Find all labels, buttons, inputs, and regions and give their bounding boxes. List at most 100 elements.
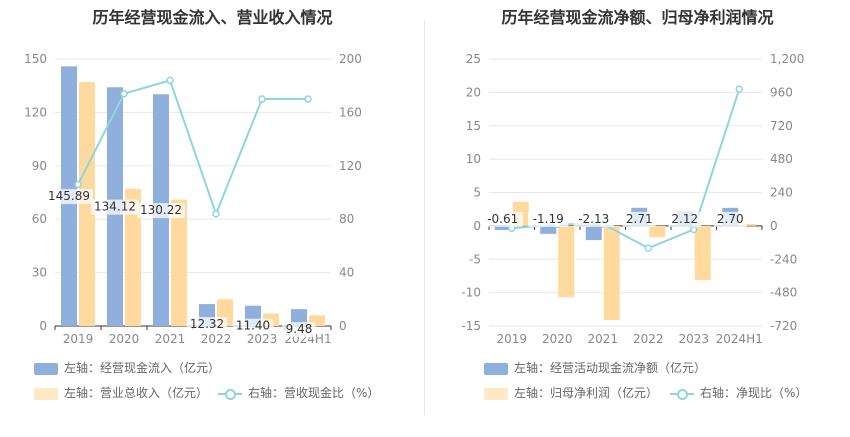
data-label-bg	[573, 211, 614, 227]
x-tick-label: 2022	[633, 332, 664, 346]
legend-label: 左轴：归母净利润（亿元）	[514, 386, 659, 400]
chart-panel-netcash-profit: 历年经营现金流净额、归母净利润情况 -15 -10 -5 0 5 10 15 20 25 -720…	[425, 0, 850, 437]
legend-swatch	[670, 388, 694, 400]
x-tick-label: 2021	[155, 332, 186, 346]
bar-secondary	[125, 188, 141, 326]
x-tick-label: 2020	[109, 332, 140, 346]
legend-label: 左轴：营业总收入（亿元）	[64, 386, 209, 400]
y-right-tick-label: 0	[770, 219, 778, 233]
data-label-bg	[91, 199, 139, 215]
data-label: -0.61	[487, 212, 518, 226]
x-tick-label: 2024H1	[716, 332, 763, 346]
y-right-tick-label: -240	[770, 252, 797, 266]
data-label-bg	[622, 211, 656, 227]
y-right-tick-label: 960	[770, 85, 793, 99]
y-left-tick-label: -5	[469, 252, 481, 266]
legend-item-ratio[interactable]: 右轴：营收现金比（%）	[218, 384, 379, 401]
y-left-tick-label: 60	[32, 212, 47, 226]
data-label-bg	[232, 318, 274, 334]
legend-item-profit[interactable]: 左轴：归母净利润（亿元）	[484, 384, 658, 401]
data-label-bg	[137, 203, 185, 219]
data-label-bg	[668, 211, 702, 227]
y-left-tick-label: 30	[32, 266, 47, 280]
data-label: 134.12	[94, 200, 136, 214]
data-label-bg	[45, 189, 93, 205]
y-right-tick-label: 240	[770, 186, 793, 200]
ratio-point	[74, 180, 82, 189]
legend-label: 左轴：经营活动现金流净额（亿元）	[514, 361, 707, 375]
bar-secondary	[603, 225, 620, 320]
y-right-tick-label: 0	[339, 319, 347, 333]
legend-swatch	[218, 388, 242, 400]
legend-item-netcash-ratio[interactable]: 右轴：净现比（%）	[670, 384, 807, 401]
data-label: 2.12	[671, 212, 698, 226]
y-right-tick-label: 160	[339, 105, 362, 119]
legend-item-revenue[interactable]: 左轴：营业总收入（亿元）	[34, 384, 208, 401]
y-left-tick-label: -15	[461, 319, 481, 333]
y-left-tick-label: 5	[473, 186, 481, 200]
chart-panel-cashflow-revenue: 历年经营现金流入、营业收入情况 0 30 60 90 120 150 0 40 80 120 160…	[24, 8, 379, 401]
x-tick-label: 2023	[247, 332, 278, 346]
y-right-tick-label: -720	[770, 319, 797, 333]
y-right-tick-label: 480	[770, 152, 793, 166]
y-right-tick-label: 720	[770, 119, 793, 133]
y-left-tick-label: 150	[24, 52, 47, 66]
y-right-tick-label: 40	[339, 266, 354, 280]
data-label: 145.89	[48, 189, 90, 203]
legend-swatch	[484, 362, 508, 375]
x-tick-label: 2022	[201, 332, 232, 346]
bar-secondary	[649, 225, 666, 238]
ratio-point	[212, 210, 220, 218]
x-tick-label: 2023	[678, 332, 709, 346]
bar-primary	[585, 225, 602, 241]
data-label-bg	[282, 322, 316, 338]
bar-secondary	[558, 225, 575, 298]
bar-secondary	[171, 199, 187, 326]
y-left-tick-label: -10	[461, 286, 481, 300]
x-tick-label: 2020	[542, 332, 573, 346]
legend-label: 右轴：净现比（%）	[700, 386, 808, 400]
y-left-tick-label: 15	[466, 119, 481, 133]
bar-primary	[540, 225, 557, 234]
chart-title: 历年经营现金流入、营业收入情况	[92, 8, 333, 27]
data-label: 130.22	[140, 203, 182, 217]
chart-title: 历年经营现金流净额、归母净利润情况	[501, 8, 774, 27]
y-right-tick-label: 1,200	[770, 52, 804, 66]
data-label: 11.40	[236, 319, 270, 333]
data-label-bg	[528, 211, 569, 227]
chart-plot-area: -15 -10 -5 0 5 10 15 20 25 -720 -480 -240 0 240 480 720…	[461, 52, 804, 346]
data-label-bg	[482, 211, 523, 227]
y-left-tick-label: 0	[473, 219, 481, 233]
data-label: 2.70	[717, 212, 744, 226]
panel-divider	[424, 20, 425, 415]
x-tick-label: 2021	[587, 332, 618, 346]
ratio-point	[735, 85, 743, 93]
chart-plot-area: 0 30 60 90 120 150 0 40 80 120 160 200 2019 2020 2021 2…	[24, 52, 362, 346]
bar-primary	[494, 225, 511, 230]
ratio-point	[258, 95, 266, 103]
legend-item-inflow[interactable]: 左轴：经营现金流入（亿元）	[34, 359, 220, 376]
y-right-tick-label: 120	[339, 159, 362, 173]
ratio-point	[304, 95, 312, 103]
data-label: -2.13	[578, 212, 609, 226]
legend-item-netcash[interactable]: 左轴：经营活动现金流净额（亿元）	[484, 359, 706, 376]
bar-secondary	[694, 225, 711, 280]
y-right-tick-label: 200	[339, 52, 362, 66]
legend-swatch	[34, 387, 58, 400]
legend-label: 左轴：经营现金流入（亿元）	[64, 361, 221, 375]
y-right-tick-label: -480	[770, 286, 797, 300]
y-left-tick-label: 90	[32, 159, 47, 173]
bar-secondary	[740, 223, 757, 226]
y-right-tick-label: 80	[339, 212, 354, 226]
data-label: 9.48	[286, 322, 313, 336]
ratio-point	[644, 244, 652, 252]
x-tick-label: 2019	[496, 332, 527, 346]
x-tick-label: 2019	[63, 332, 94, 346]
bar-secondary	[309, 315, 325, 326]
data-label-bg	[186, 317, 228, 333]
y-left-tick-label: 10	[466, 152, 481, 166]
ratio-point	[166, 76, 174, 85]
legend-label: 右轴：营收现金比（%）	[248, 386, 380, 400]
y-left-tick-label: 20	[466, 85, 481, 99]
legend-swatch	[484, 387, 508, 400]
